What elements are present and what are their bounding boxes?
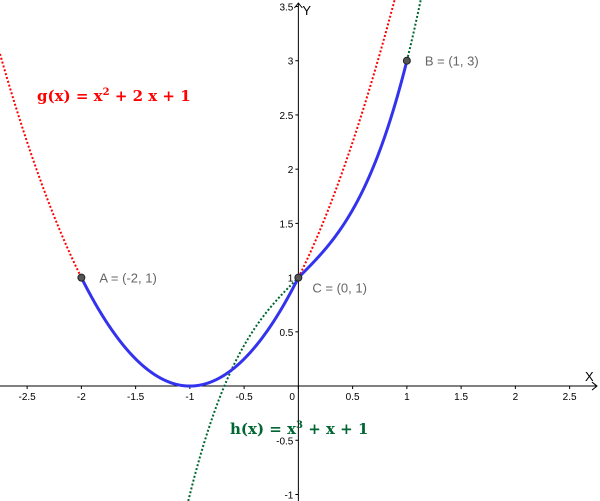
- h-curve-dotted: [187, 276, 300, 501]
- x-tick-label: -1: [185, 392, 194, 403]
- x-tick-label: 0: [289, 392, 295, 403]
- y-axis-label: Y: [302, 3, 311, 18]
- x-axis-arrow: [591, 381, 598, 391]
- x-tick-label: -0.5: [236, 392, 254, 403]
- y-tick-label: 1: [288, 274, 294, 285]
- piecewise-h-segment: [296, 59, 409, 280]
- x-tick-label: -2.5: [19, 392, 37, 403]
- x-tick-label: 1: [404, 392, 410, 403]
- point-C: [294, 273, 303, 282]
- point-label-B: B = (1, 3): [425, 54, 479, 69]
- x-tick-label: 2.5: [563, 392, 577, 403]
- h-exp: 3: [296, 420, 303, 431]
- x-tick-label: 2: [513, 392, 519, 403]
- x-tick-label: -1.5: [127, 392, 145, 403]
- h-tail: + x + 1: [308, 420, 369, 438]
- y-tick-label: 1.5: [279, 219, 293, 230]
- g-tail: + 2 x + 1: [114, 87, 191, 105]
- y-tick-label: 2.5: [279, 111, 293, 122]
- g-exp: 2: [102, 87, 110, 98]
- y-tick-label: -1: [284, 490, 293, 501]
- point-label-C: C = (0, 1): [312, 281, 367, 296]
- g-curve-dotted: [297, 0, 396, 279]
- y-tick-label: 2: [288, 165, 294, 176]
- y-tick-label: 3.5: [279, 3, 293, 14]
- piecewise-g-segment: [79, 276, 300, 388]
- y-tick-label: -0.5: [276, 436, 294, 447]
- x-axis-label: X: [585, 369, 594, 384]
- y-tick-label: 3: [288, 57, 294, 68]
- g-equation-label: g(x) = x2 + 2 x + 1: [37, 87, 191, 105]
- g-curve-dotted: [0, 53, 83, 279]
- g-lhs: g(x): [37, 87, 71, 105]
- h-lhs: h(x): [230, 420, 265, 438]
- x-tick-label: 1.5: [454, 392, 468, 403]
- point-A: [77, 273, 86, 282]
- point-B: [402, 56, 411, 65]
- y-tick-label: 0.5: [279, 328, 293, 339]
- point-label-A: A = (-2, 1): [99, 271, 156, 286]
- g-rhs: = x: [75, 87, 103, 105]
- x-tick-label: -2: [77, 392, 86, 403]
- x-tick-label: 0.5: [346, 392, 360, 403]
- h-rhs: = x: [269, 420, 297, 438]
- h-equation-label: h(x) = x3 + x + 1: [230, 420, 368, 438]
- h-curve-dotted: [405, 0, 422, 61]
